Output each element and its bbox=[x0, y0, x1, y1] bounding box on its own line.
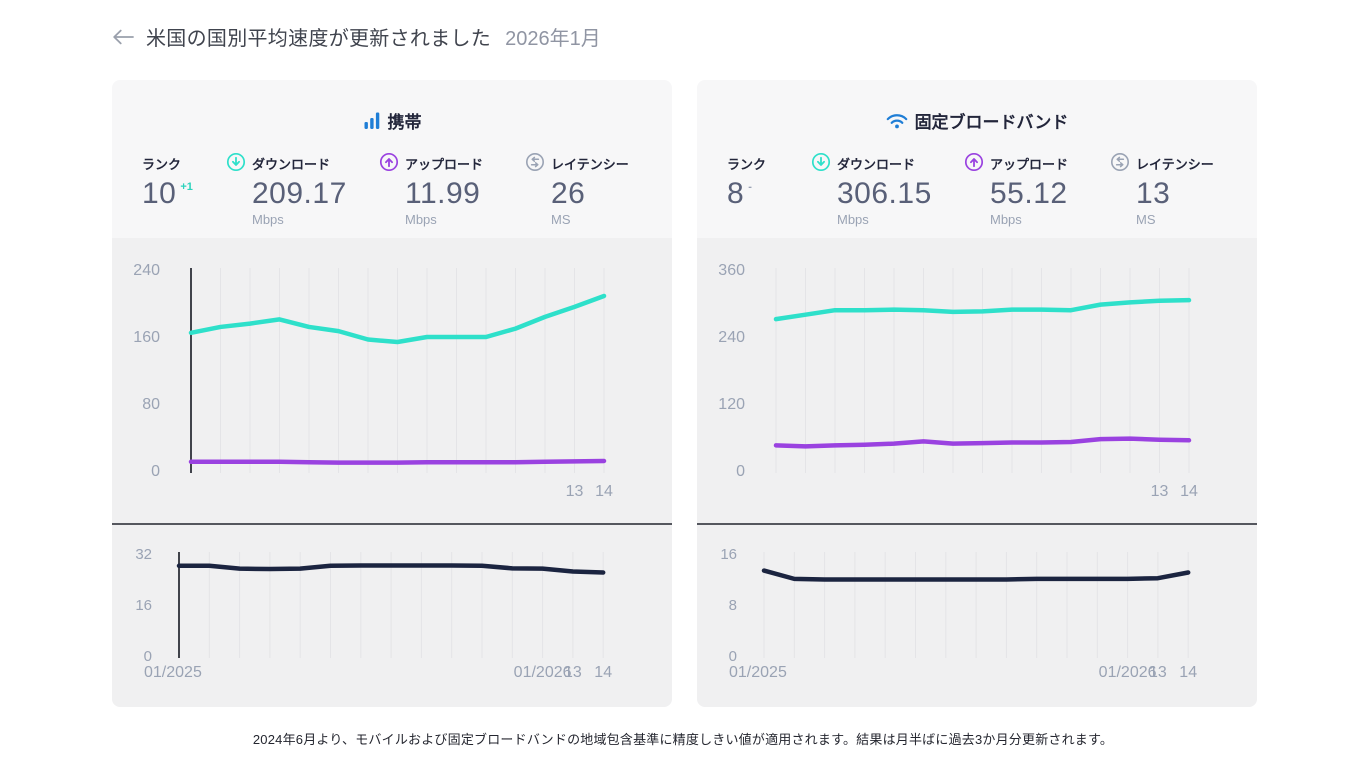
upload-icon bbox=[964, 152, 984, 175]
svg-text:01/2025: 01/2025 bbox=[144, 664, 202, 681]
fixed-speed-chart: 360 240 120 0 13 14 bbox=[697, 238, 1257, 508]
latency-label: レイテンシー bbox=[551, 156, 629, 172]
rank-change-badge: +1 bbox=[180, 181, 193, 193]
fixed-stats-row: ランク 8- ダウンロード 306.15 Mbps bbox=[697, 146, 1257, 227]
latency-label: レイテンシー bbox=[1136, 156, 1214, 172]
stat-download: ダウンロード 209.17 Mbps bbox=[226, 152, 379, 227]
back-arrow-icon[interactable] bbox=[112, 29, 134, 45]
upload-value: 11.99 bbox=[405, 177, 481, 210]
page-title: 米国の国別平均速度が更新されました bbox=[146, 28, 492, 50]
svg-text:01/2026: 01/2026 bbox=[1099, 664, 1157, 681]
stat-upload: アップロード 55.12 Mbps bbox=[964, 152, 1110, 227]
mobile-stats-row: ランク 10 +1 ダウンロード 209.17 Mbps bbox=[112, 146, 672, 227]
card-title-text: 携帯 bbox=[387, 112, 422, 132]
fixed-card-header: 固定ブロードバンド ランク 8- ダウンロード bbox=[697, 80, 1257, 238]
svg-text:240: 240 bbox=[133, 262, 160, 279]
page-period: 2026年1月 bbox=[505, 28, 601, 50]
svg-text:13: 13 bbox=[564, 664, 582, 681]
stat-rank: ランク 8- bbox=[725, 152, 811, 227]
download-icon bbox=[811, 152, 831, 175]
svg-text:14: 14 bbox=[595, 483, 613, 500]
download-unit: Mbps bbox=[837, 212, 869, 227]
download-label: ダウンロード bbox=[837, 156, 916, 172]
svg-text:16: 16 bbox=[720, 546, 737, 563]
rank-value: 10 +1 bbox=[142, 177, 193, 210]
svg-text:13: 13 bbox=[1151, 483, 1169, 500]
svg-text:13: 13 bbox=[566, 483, 584, 500]
svg-text:14: 14 bbox=[1179, 664, 1197, 681]
download-value: 209.17 bbox=[252, 177, 347, 210]
latency-unit: MS bbox=[551, 212, 571, 227]
fixed-card-title: 固定ブロードバンド bbox=[697, 80, 1257, 146]
card-title-text: 固定ブロードバンド bbox=[914, 112, 1069, 132]
stat-latency: レイテンシー 13 MS bbox=[1110, 152, 1229, 227]
mobile-chart-area: 240 160 80 0 13 14 32 16 0 01/2025 01/2026 13 14 bbox=[112, 238, 672, 707]
svg-text:0: 0 bbox=[151, 463, 160, 480]
svg-text:120: 120 bbox=[718, 396, 745, 413]
svg-text:32: 32 bbox=[135, 546, 152, 563]
svg-text:13: 13 bbox=[1149, 664, 1167, 681]
wifi-icon bbox=[886, 112, 908, 129]
upload-value: 55.12 bbox=[990, 177, 1068, 210]
mobile-latency-chart: 32 16 0 01/2025 01/2026 13 14 bbox=[112, 535, 672, 685]
mobile-bars-icon bbox=[363, 111, 381, 130]
fixed-chart-area: 360 240 120 0 13 14 16 8 0 01/2025 01/2026 13 14 bbox=[697, 238, 1257, 707]
download-label: ダウンロード bbox=[252, 156, 331, 172]
svg-text:360: 360 bbox=[718, 262, 745, 279]
svg-text:01/2026: 01/2026 bbox=[514, 664, 572, 681]
rank-label: ランク bbox=[142, 156, 182, 172]
upload-unit: Mbps bbox=[990, 212, 1022, 227]
stat-rank: ランク 10 +1 bbox=[140, 152, 226, 227]
svg-text:160: 160 bbox=[133, 329, 160, 346]
mobile-card-header: 携帯 ランク 10 +1 ダウンロード bbox=[112, 80, 672, 238]
fixed-latency-chart: 16 8 0 01/2025 01/2026 13 14 bbox=[697, 535, 1257, 685]
svg-text:80: 80 bbox=[142, 396, 160, 413]
rank-value: 8- bbox=[727, 177, 752, 210]
latency-unit: MS bbox=[1136, 212, 1156, 227]
rank-label: ランク bbox=[727, 156, 767, 172]
svg-text:0: 0 bbox=[729, 648, 737, 665]
latency-value: 13 bbox=[1136, 177, 1171, 210]
svg-text:14: 14 bbox=[1180, 483, 1198, 500]
svg-text:16: 16 bbox=[135, 597, 152, 614]
svg-text:8: 8 bbox=[729, 597, 737, 614]
page-header: 米国の国別平均速度が更新されました 2026年1月 bbox=[112, 22, 601, 51]
mobile-speed-chart: 240 160 80 0 13 14 bbox=[112, 238, 672, 508]
svg-text:240: 240 bbox=[718, 329, 745, 346]
stat-download: ダウンロード 306.15 Mbps bbox=[811, 152, 964, 227]
upload-icon bbox=[379, 152, 399, 175]
stat-latency: レイテンシー 26 MS bbox=[525, 152, 644, 227]
latency-value: 26 bbox=[551, 177, 586, 210]
fixed-broadband-card: 固定ブロードバンド ランク 8- ダウンロード bbox=[697, 80, 1257, 707]
upload-label: アップロード bbox=[990, 156, 1069, 172]
download-unit: Mbps bbox=[252, 212, 284, 227]
svg-text:14: 14 bbox=[594, 664, 612, 681]
mobile-card: 携帯 ランク 10 +1 ダウンロード bbox=[112, 80, 672, 707]
stat-upload: アップロード 11.99 Mbps bbox=[379, 152, 525, 227]
svg-text:01/2025: 01/2025 bbox=[729, 664, 787, 681]
rank-change-badge: - bbox=[748, 181, 752, 193]
download-icon bbox=[226, 152, 246, 175]
svg-text:0: 0 bbox=[736, 463, 745, 480]
download-value: 306.15 bbox=[837, 177, 932, 210]
upload-label: アップロード bbox=[405, 156, 484, 172]
chart-divider bbox=[697, 523, 1257, 525]
upload-unit: Mbps bbox=[405, 212, 437, 227]
footer-note: 2024年6月より、モバイルおよび固定ブロードバンドの地域包含基準に精度しきい値… bbox=[252, 732, 1114, 747]
latency-icon bbox=[1110, 152, 1130, 175]
svg-text:0: 0 bbox=[144, 648, 152, 665]
cards-container: 携帯 ランク 10 +1 ダウンロード bbox=[112, 80, 1257, 707]
chart-divider bbox=[112, 523, 672, 525]
latency-icon bbox=[525, 152, 545, 175]
mobile-card-title: 携帯 bbox=[112, 80, 672, 146]
